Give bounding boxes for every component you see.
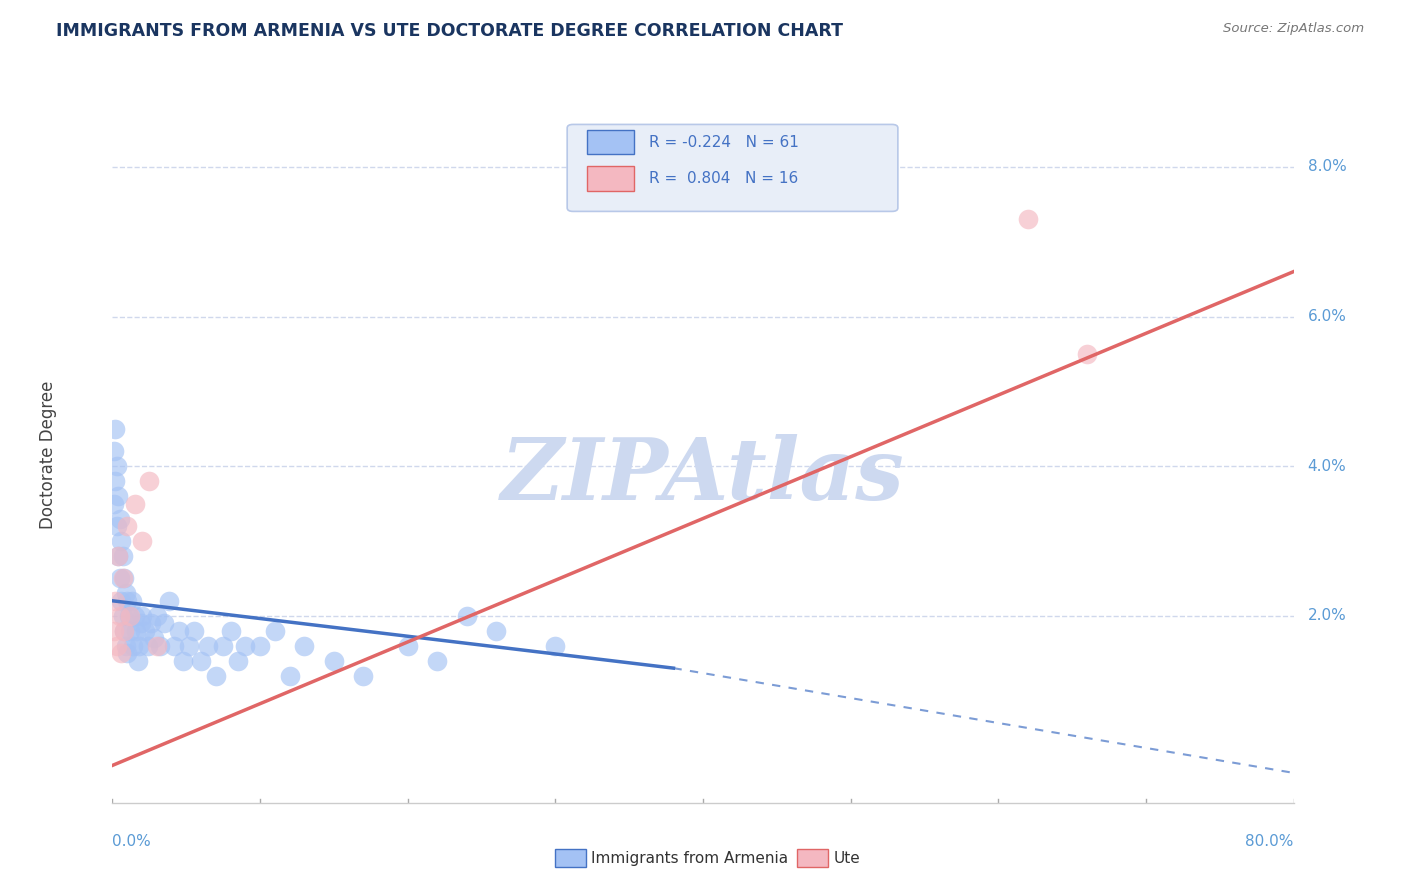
Point bbox=[292, 639, 315, 653]
Point bbox=[544, 639, 567, 653]
Point bbox=[121, 594, 143, 608]
Point bbox=[167, 624, 190, 638]
Point bbox=[103, 624, 125, 638]
Bar bbox=[588, 130, 634, 154]
Point bbox=[190, 654, 212, 668]
Point bbox=[352, 668, 374, 682]
Point bbox=[212, 639, 235, 653]
Point bbox=[163, 639, 186, 653]
Point bbox=[264, 624, 287, 638]
Point bbox=[136, 639, 159, 653]
Point bbox=[118, 608, 141, 623]
Point bbox=[117, 594, 138, 608]
Point bbox=[426, 654, 449, 668]
Point bbox=[219, 624, 242, 638]
Point bbox=[124, 608, 146, 623]
Point bbox=[127, 654, 149, 668]
Text: 6.0%: 6.0% bbox=[1308, 309, 1347, 324]
Point bbox=[105, 519, 128, 533]
Point bbox=[131, 533, 153, 548]
Point bbox=[112, 624, 135, 638]
Text: ZIPAtlas: ZIPAtlas bbox=[501, 434, 905, 517]
Text: IMMIGRANTS FROM ARMENIA VS UTE DOCTORATE DEGREE CORRELATION CHART: IMMIGRANTS FROM ARMENIA VS UTE DOCTORATE… bbox=[56, 22, 844, 40]
Point bbox=[114, 639, 136, 653]
Point bbox=[104, 594, 127, 608]
Point bbox=[146, 639, 169, 653]
Text: R =  0.804   N = 16: R = 0.804 N = 16 bbox=[648, 171, 799, 186]
Point bbox=[1076, 347, 1098, 361]
Point bbox=[112, 571, 135, 585]
Point bbox=[104, 422, 127, 436]
Point bbox=[107, 489, 129, 503]
Point bbox=[142, 631, 165, 645]
Point bbox=[112, 624, 135, 638]
Point bbox=[103, 444, 125, 458]
Point bbox=[114, 586, 136, 600]
Point bbox=[107, 549, 129, 563]
Point bbox=[197, 639, 219, 653]
Point bbox=[172, 654, 194, 668]
Point bbox=[456, 608, 478, 623]
Point bbox=[153, 616, 176, 631]
Text: 8.0%: 8.0% bbox=[1308, 160, 1347, 175]
Point bbox=[104, 474, 127, 488]
Point bbox=[125, 624, 148, 638]
Point bbox=[146, 608, 169, 623]
Point bbox=[117, 646, 138, 660]
Point bbox=[103, 497, 125, 511]
Text: Doctorate Degree: Doctorate Degree bbox=[38, 381, 56, 529]
Text: Immigrants from Armenia: Immigrants from Armenia bbox=[591, 851, 787, 865]
Point bbox=[110, 646, 132, 660]
Point bbox=[183, 624, 205, 638]
Point bbox=[179, 639, 201, 653]
Point bbox=[111, 571, 134, 585]
Point bbox=[138, 474, 160, 488]
Point bbox=[120, 608, 142, 623]
Bar bbox=[588, 166, 634, 191]
Point bbox=[110, 533, 132, 548]
Point bbox=[117, 519, 138, 533]
Point bbox=[278, 668, 301, 682]
Text: 4.0%: 4.0% bbox=[1308, 458, 1347, 474]
Point bbox=[226, 654, 249, 668]
Point bbox=[110, 594, 132, 608]
Point bbox=[128, 639, 150, 653]
Point bbox=[108, 571, 131, 585]
Point bbox=[131, 608, 153, 623]
Point bbox=[122, 639, 145, 653]
Point bbox=[111, 608, 134, 623]
Point bbox=[134, 624, 156, 638]
Point bbox=[124, 497, 146, 511]
Text: 80.0%: 80.0% bbox=[1246, 834, 1294, 849]
Point bbox=[249, 639, 271, 653]
Text: 0.0%: 0.0% bbox=[112, 834, 152, 849]
Point bbox=[1017, 212, 1039, 227]
Point bbox=[105, 639, 128, 653]
Point bbox=[108, 511, 131, 525]
Point bbox=[323, 654, 346, 668]
Point bbox=[233, 639, 256, 653]
Point bbox=[149, 639, 172, 653]
Point bbox=[129, 616, 152, 631]
Point bbox=[157, 594, 180, 608]
Text: Source: ZipAtlas.com: Source: ZipAtlas.com bbox=[1223, 22, 1364, 36]
FancyBboxPatch shape bbox=[567, 124, 898, 211]
Point bbox=[108, 608, 131, 623]
Point bbox=[105, 459, 128, 474]
Text: 2.0%: 2.0% bbox=[1308, 608, 1347, 624]
Text: Ute: Ute bbox=[834, 851, 860, 865]
Text: R = -0.224   N = 61: R = -0.224 N = 61 bbox=[648, 135, 799, 150]
Point bbox=[396, 639, 419, 653]
Point bbox=[139, 616, 162, 631]
Point bbox=[111, 549, 134, 563]
Point bbox=[107, 549, 129, 563]
Point bbox=[120, 624, 142, 638]
Point bbox=[205, 668, 228, 682]
Point bbox=[485, 624, 508, 638]
